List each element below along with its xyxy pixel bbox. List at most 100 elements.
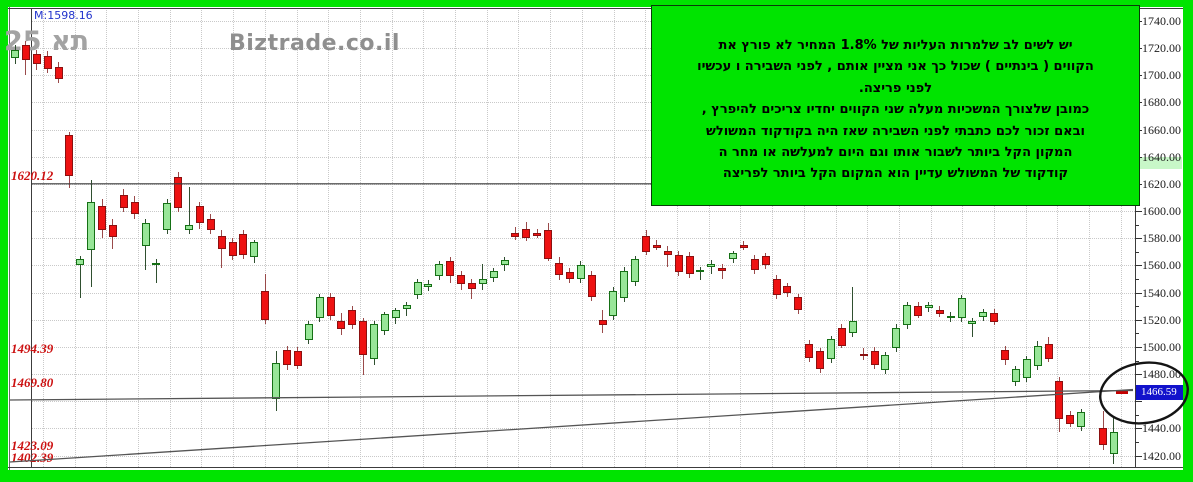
candle	[957, 298, 966, 319]
axis-tick-label: 1700.00	[1142, 68, 1181, 82]
candle	[1099, 428, 1107, 445]
candle	[108, 224, 117, 237]
candle	[783, 285, 792, 293]
site-watermark: Biztrade.co.il	[229, 31, 400, 56]
candle	[217, 235, 226, 250]
gridline-vertical	[867, 8, 868, 467]
candle	[674, 254, 683, 273]
candle	[119, 194, 128, 209]
gridline-horizontal	[31, 48, 1135, 49]
gridline-vertical	[106, 8, 107, 467]
axis-tick-label: 1740.00	[1142, 14, 1181, 28]
candle	[272, 363, 281, 399]
axis-tick	[1135, 238, 1142, 239]
axis-tick	[1135, 293, 1142, 294]
candle	[293, 350, 302, 366]
gridline-vertical	[962, 8, 963, 467]
candle	[739, 245, 748, 248]
axis-tick-label: 1440.00	[1142, 421, 1181, 435]
axis-tick-label: 1620.00	[1142, 177, 1181, 191]
candle	[642, 235, 651, 252]
annotation-note-box: יש לשים לב שלמרות העליות של 1.8% המחיר ל…	[651, 5, 1140, 206]
candle	[446, 261, 455, 277]
axis-tick	[1135, 320, 1142, 321]
gridline-horizontal	[31, 75, 1135, 76]
candle	[761, 255, 770, 266]
gridline-vertical	[804, 8, 805, 467]
gridline-vertical	[423, 8, 424, 467]
price-level-label: 1494.39	[11, 341, 54, 356]
gridline-vertical	[1057, 8, 1058, 467]
candle	[337, 321, 346, 330]
candle-wick	[155, 258, 157, 284]
candle	[587, 274, 596, 297]
candle	[1066, 414, 1075, 425]
candle	[435, 264, 444, 277]
candle	[370, 323, 379, 360]
candle	[141, 223, 150, 247]
candle	[555, 262, 563, 275]
axis-tick	[1135, 401, 1142, 402]
last-price-marker	[1116, 390, 1128, 394]
axis-tick-label: 1560.00	[1142, 258, 1181, 272]
candle	[663, 250, 672, 255]
axis-tick	[1135, 279, 1139, 280]
candle	[1011, 368, 1020, 383]
axis-tick	[1135, 333, 1139, 334]
candle	[620, 270, 629, 299]
candle	[54, 67, 63, 80]
gridline-horizontal	[31, 374, 1135, 375]
candle	[65, 135, 74, 176]
axis-tick	[1135, 347, 1142, 348]
candle	[239, 234, 248, 255]
axis-tick	[1135, 456, 1142, 457]
candle	[130, 201, 139, 214]
candle-wick	[721, 264, 723, 280]
candle	[478, 279, 487, 285]
candle	[892, 327, 901, 349]
candle	[696, 269, 705, 273]
gridline-vertical	[360, 8, 361, 467]
axis-tick-label: 1480.00	[1142, 367, 1181, 381]
gridline-horizontal	[31, 401, 1135, 402]
candle	[32, 53, 41, 65]
axis-tick-label: 1540.00	[1142, 286, 1181, 300]
candle	[326, 296, 335, 316]
candle	[1109, 432, 1118, 455]
gridline-vertical	[43, 8, 44, 467]
candle	[348, 310, 357, 326]
axis-tick	[1135, 225, 1139, 226]
gridline-vertical	[392, 8, 393, 467]
last-price-box: 1466.59	[1136, 385, 1183, 400]
price-level-label: 1469.80	[11, 375, 54, 390]
gridline-horizontal	[31, 428, 1135, 429]
candle	[457, 274, 466, 285]
axis-tick	[1135, 442, 1139, 443]
price-level-label: 1402.39	[11, 450, 54, 465]
gridline-horizontal	[31, 184, 1135, 185]
gridline-horizontal	[31, 21, 1135, 22]
candle	[979, 311, 988, 318]
axis-highlight-band	[1136, 157, 1182, 169]
annotation-line: המקון הקל ביותר לשבור אותו וגם היום למעל…	[718, 145, 1073, 161]
candle	[206, 219, 215, 231]
candle	[631, 258, 640, 282]
gridline-horizontal	[31, 293, 1135, 294]
candle	[609, 291, 618, 316]
candle	[859, 353, 868, 357]
candle	[598, 319, 607, 326]
axis-tick	[1135, 374, 1142, 375]
candle	[968, 321, 977, 324]
candle	[848, 321, 857, 334]
gridline-horizontal	[31, 157, 1135, 158]
candle	[424, 284, 433, 287]
candle	[163, 202, 172, 231]
candle	[511, 232, 520, 237]
candle	[946, 315, 955, 319]
price-level-label: 1620.12	[11, 168, 54, 183]
candle	[718, 268, 727, 271]
candle	[283, 349, 291, 365]
candle	[1077, 412, 1086, 428]
axis-tick-label: 1520.00	[1142, 313, 1181, 327]
